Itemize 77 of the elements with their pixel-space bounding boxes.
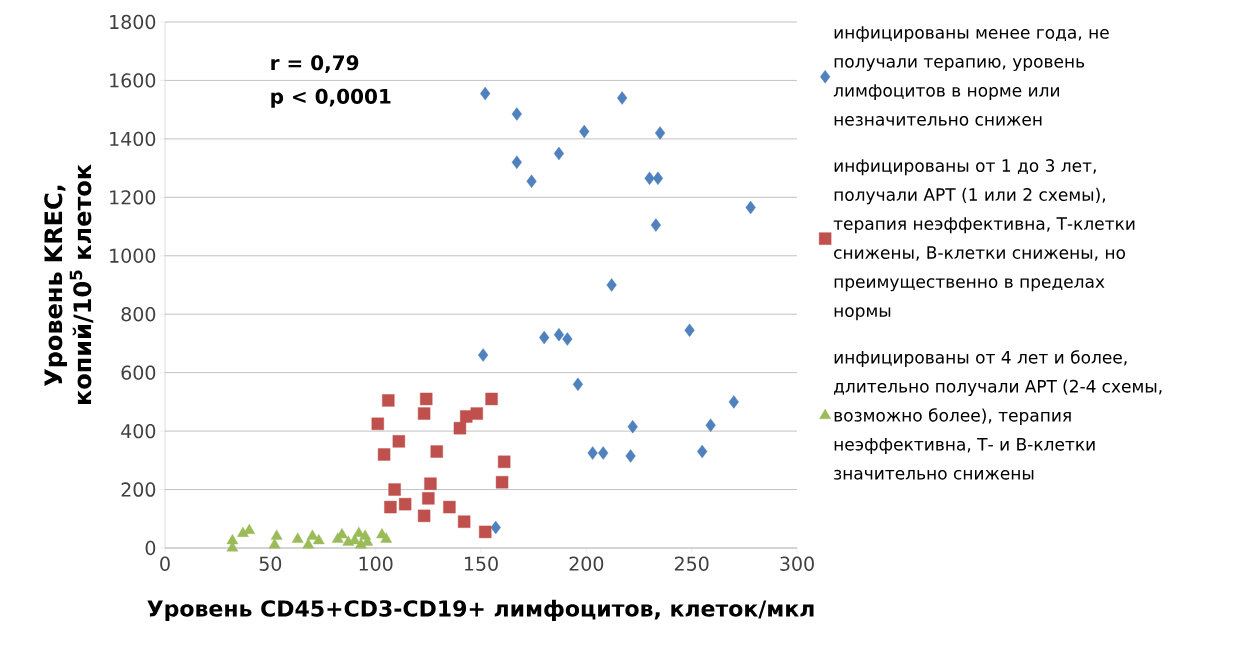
- point: [617, 91, 628, 105]
- point: [572, 377, 583, 392]
- y-tick-label: 1800: [110, 14, 156, 30]
- point: [443, 500, 456, 514]
- point: [526, 174, 537, 188]
- point: [480, 86, 491, 101]
- y-tick-label: 1200: [110, 190, 156, 205]
- x-tick-label: 50: [259, 556, 282, 571]
- point: [291, 532, 304, 543]
- point: [430, 445, 443, 458]
- point: [417, 509, 431, 523]
- point: [654, 126, 666, 140]
- y-tick-label: 0: [145, 540, 156, 556]
- point: [422, 492, 435, 505]
- x-axis-title: Уровень CD45+CD3-CD19+ лимфоцитов, клеток/мкл: [147, 599, 814, 622]
- point: [382, 394, 395, 407]
- x-tick-label: 100: [359, 556, 393, 571]
- point: [539, 330, 550, 345]
- point: [478, 348, 489, 362]
- point: [495, 476, 509, 489]
- x-tick-label: 300: [780, 556, 814, 571]
- x-tick-label: 150: [464, 556, 498, 571]
- point: [497, 455, 511, 468]
- y-tick-label: 1400: [110, 131, 156, 147]
- point: [384, 500, 397, 514]
- point: [644, 171, 655, 186]
- point: [606, 278, 617, 292]
- point: [511, 107, 522, 121]
- x-tick-label: 200: [569, 556, 604, 571]
- y-tick-label: 200: [121, 482, 156, 497]
- point: [424, 477, 437, 490]
- point: [652, 171, 664, 186]
- point: [380, 532, 393, 543]
- legend-label: инфицированы от 4 лет и более, длительно получали АРТ (2-4 схемы, возможно более), терапия неэффективна, Т- и В-клетки значительно снижены: [834, 350, 1162, 480]
- point: [625, 449, 636, 463]
- point: [697, 444, 708, 459]
- point: [457, 515, 471, 528]
- point: [398, 497, 412, 511]
- legend-label: инфицированы от 1 до 3 лет, получали АРТ (1 или 2 схемы), терапия неэффективна, Т-клетки снижены, В-клетки снижены, но преимущественно в пределах нормы: [833, 159, 1135, 321]
- point: [485, 392, 498, 406]
- point: [490, 520, 501, 535]
- legend-label: инфицированы менее года, не получали терапию, уровень лимфоцитов в норме или незначительно снижен: [833, 26, 1109, 126]
- x-tick-label: 0: [160, 556, 170, 571]
- point: [388, 483, 401, 496]
- point: [453, 421, 467, 435]
- point: [684, 323, 695, 337]
- point: [627, 420, 638, 434]
- point: [371, 417, 384, 430]
- y-tick-label: 800: [121, 307, 156, 322]
- point: [650, 218, 661, 232]
- point: [728, 395, 739, 409]
- point: [312, 533, 325, 545]
- point: [268, 538, 281, 549]
- point: [470, 407, 483, 420]
- point: [579, 124, 590, 139]
- point: [417, 407, 431, 420]
- point: [587, 446, 598, 460]
- point: [553, 146, 565, 161]
- point: [479, 525, 492, 539]
- point: [553, 327, 565, 342]
- point: [511, 155, 522, 169]
- annotation: r = 0,79: [271, 55, 359, 73]
- point: [377, 448, 391, 461]
- point: [392, 435, 406, 448]
- point: [270, 529, 283, 540]
- y-tick-label: 600: [121, 365, 156, 380]
- annotation: p < 0,0001: [271, 88, 391, 108]
- y-tick-label: 1600: [110, 73, 156, 88]
- point: [420, 392, 433, 406]
- point: [302, 538, 315, 549]
- point: [562, 332, 573, 346]
- x-tick-label: 250: [674, 556, 709, 571]
- point: [745, 200, 756, 215]
- y-tick-label: 400: [121, 423, 156, 439]
- point: [598, 446, 609, 460]
- point: [705, 418, 716, 432]
- y-tick-label: 1000: [110, 248, 156, 263]
